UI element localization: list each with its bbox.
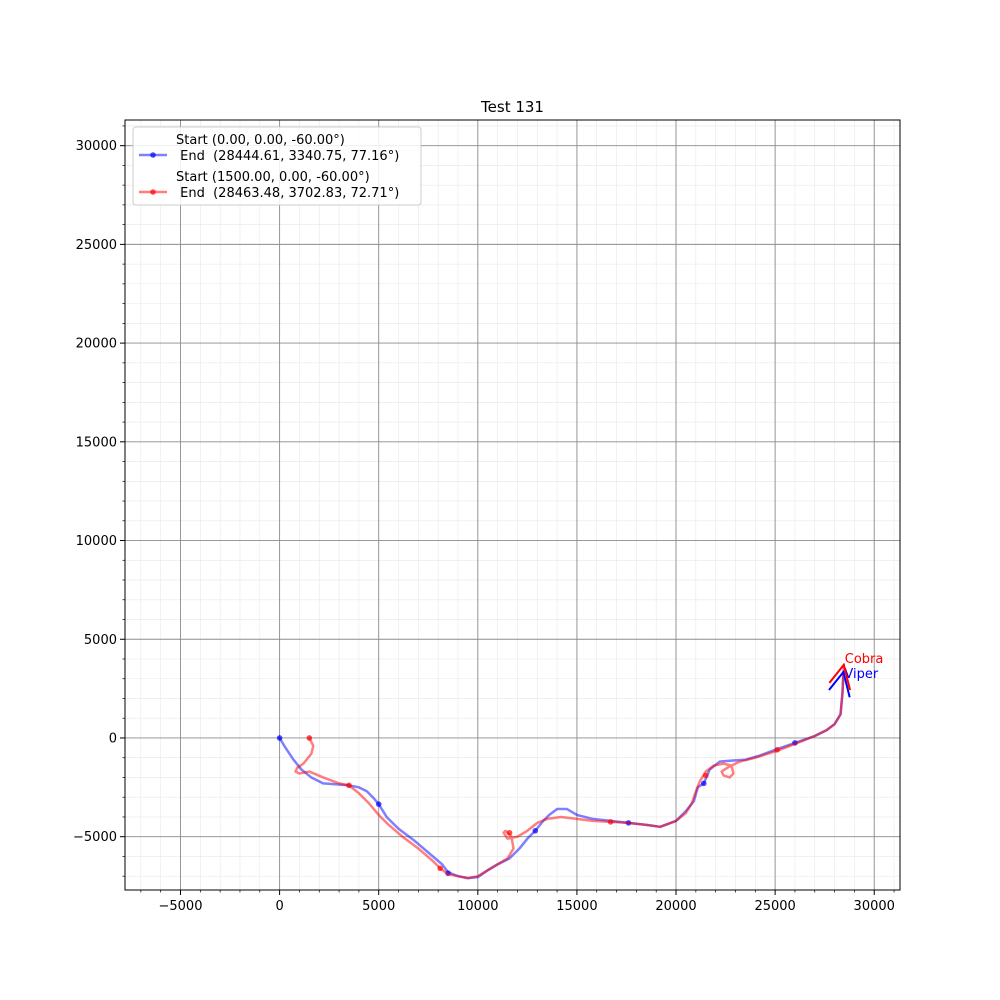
- x-tick-label: 30000: [854, 899, 895, 914]
- x-tick-label: 15000: [556, 899, 597, 914]
- legend-label-line1: Start (1500.00, 0.00, -60.00°): [176, 170, 370, 185]
- legend-swatch-marker: [150, 189, 156, 195]
- y-tick-label: 5000: [84, 633, 117, 648]
- heading-arrow-viper: [828, 669, 851, 698]
- series-marker-cobra: [306, 735, 313, 741]
- x-tick-label: 0: [275, 899, 283, 914]
- legend-box: [132, 126, 422, 206]
- y-tick-label: 15000: [76, 435, 117, 450]
- y-tick-label: −5000: [73, 830, 117, 845]
- series-marker-viper: [532, 827, 539, 834]
- y-tick-label: 0: [109, 731, 117, 746]
- end-label-cobra: Cobra: [845, 652, 884, 667]
- heading-arrow-cobra: [828, 662, 852, 691]
- y-tick-label: 20000: [76, 337, 117, 352]
- plot-frame: [124, 119, 901, 891]
- series-marker-cobra: [607, 819, 614, 825]
- y-tick-label: 25000: [76, 238, 117, 253]
- y-tick-label: 30000: [76, 139, 117, 154]
- x-tick-label: 5000: [362, 899, 395, 914]
- x-tick-label: 10000: [457, 899, 498, 914]
- end-label-viper: Viper: [844, 667, 878, 682]
- series-marker-cobra: [346, 782, 352, 789]
- legend-label-line2: End (28444.61, 3340.75, 77.16°): [176, 149, 399, 164]
- x-tick-label: 25000: [754, 899, 795, 914]
- series-marker-viper: [700, 780, 707, 787]
- x-tick-label: −5000: [159, 899, 203, 914]
- chart-title: Test 131: [480, 98, 544, 116]
- series-marker-cobra: [506, 829, 513, 836]
- series-marker-viper: [276, 735, 283, 741]
- tick-layer: −5000 0 5000 10000 15000 20000 25000 30000 −5000…: [73, 125, 895, 914]
- legend-swatch-marker: [150, 152, 156, 158]
- legend-label-line1: Start (0.00, 0.00, -60.00°): [176, 133, 345, 148]
- legend: Start (0.00, 0.00, -60.00°) End (28444.6…: [132, 126, 422, 206]
- series-marker-cobra: [437, 865, 443, 872]
- y-tick-label: 10000: [76, 534, 117, 549]
- legend-label-line2: End (28463.48, 3702.83, 72.71°): [176, 186, 399, 201]
- series-marker-viper: [375, 801, 382, 807]
- series-layer: [276, 663, 846, 880]
- series-marker-cobra: [774, 747, 780, 753]
- series-line-cobra: [294, 663, 846, 880]
- x-tick-label: 20000: [655, 899, 696, 914]
- series-marker-cobra: [702, 772, 709, 779]
